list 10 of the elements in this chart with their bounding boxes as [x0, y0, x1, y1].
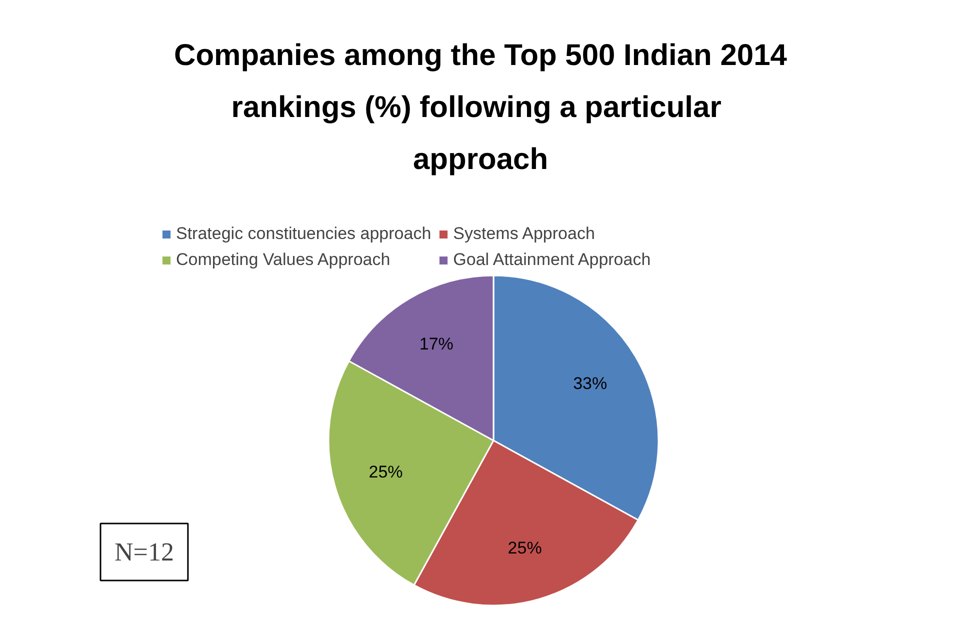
data-label: 25%	[368, 462, 403, 482]
text: N=12	[114, 538, 174, 566]
legend-label: Goal Attainment Approach	[453, 250, 651, 270]
legend-label: Strategic constituencies approach	[176, 224, 432, 244]
legend-label: Systems Approach	[453, 224, 595, 244]
data-label: 25%	[508, 538, 542, 558]
data-label: 33%	[573, 374, 608, 393]
legend-label: Competing Values Approach	[176, 250, 390, 270]
chart-title: Companies among the Top 500 Indian 2014 rankings (%) following a particular approach	[174, 39, 788, 176]
data-label: 17%	[419, 334, 454, 354]
